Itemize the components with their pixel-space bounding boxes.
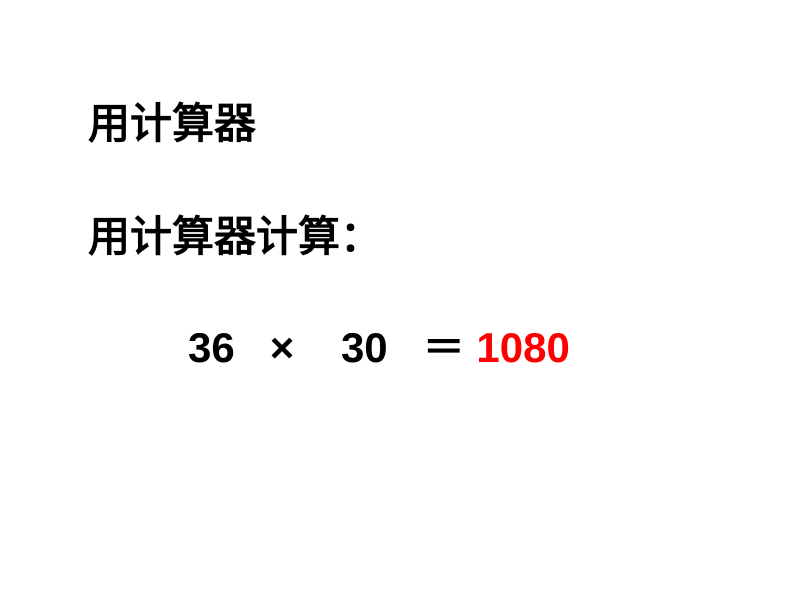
operand-1: 36 bbox=[188, 324, 235, 371]
equation-row: 36 × 30 ＝ 1080 bbox=[88, 314, 570, 375]
operand-2: 30 bbox=[341, 324, 388, 371]
operator-symbol: × bbox=[270, 324, 295, 371]
title-text: 用计算器 bbox=[88, 90, 570, 151]
equals-sign: ＝ bbox=[423, 324, 465, 371]
slide-content: 用计算器 用计算器计算： 36 × 30 ＝ 1080 bbox=[88, 90, 570, 375]
subtitle-text: 用计算器计算： bbox=[88, 203, 570, 264]
result-value: 1080 bbox=[476, 324, 569, 371]
